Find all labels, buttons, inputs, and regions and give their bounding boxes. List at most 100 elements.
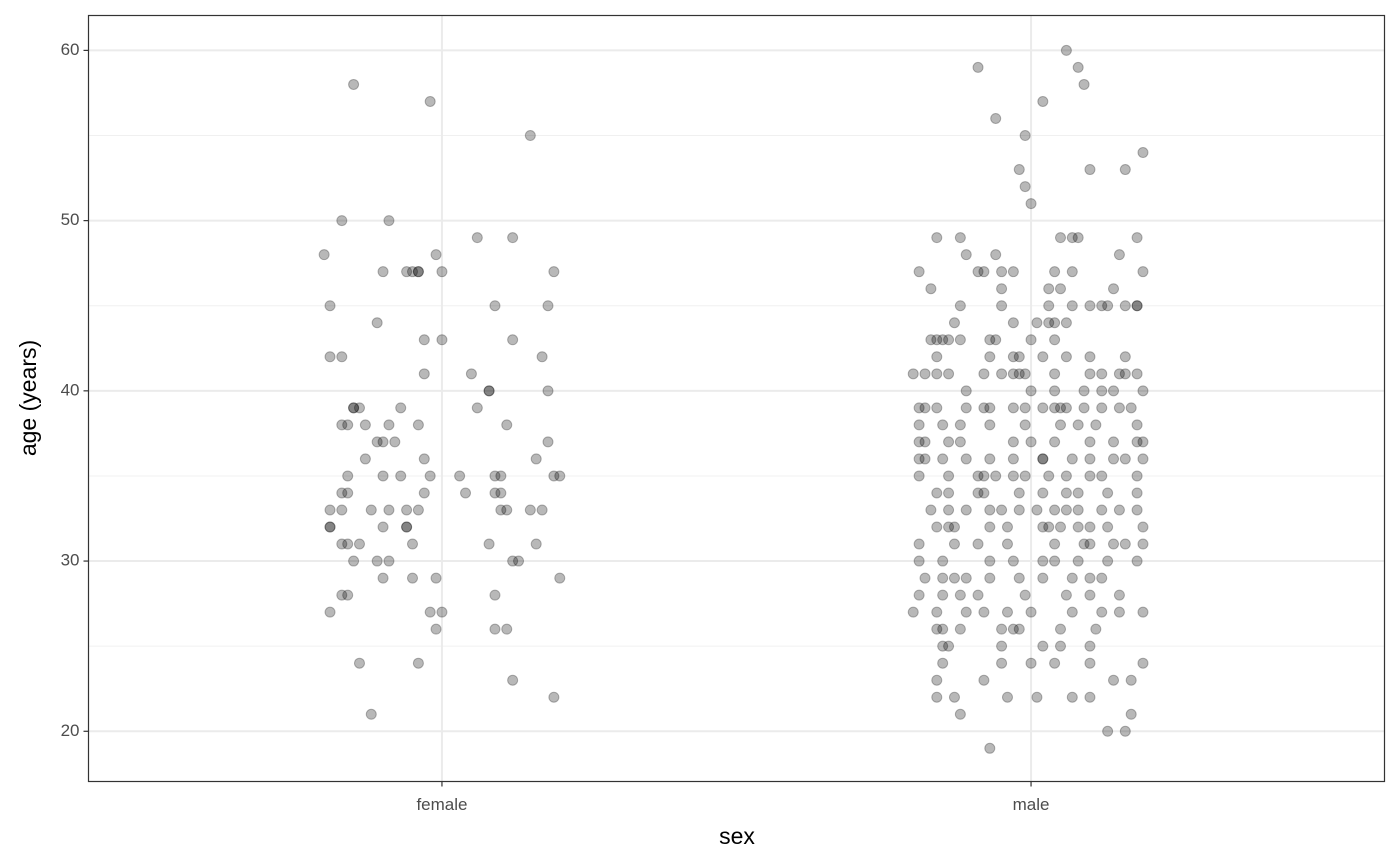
point [1001,521,1013,533]
point [1131,470,1143,482]
point [931,623,943,635]
point [1007,351,1019,363]
point [430,572,442,584]
point [1119,300,1131,312]
points [318,44,1149,754]
point [460,487,472,499]
point [996,266,1008,278]
point [972,61,984,73]
point [913,402,925,414]
grid [88,15,1385,782]
point [937,334,949,346]
point [1066,691,1078,703]
point [1031,691,1043,703]
point [978,674,990,686]
point [1084,300,1096,312]
point [948,538,960,550]
point [348,555,360,567]
point [1043,521,1055,533]
point [1001,606,1013,618]
point [471,232,483,244]
point [401,521,413,533]
point [383,555,395,567]
point [483,538,495,550]
point [1055,640,1066,652]
point [1019,181,1031,193]
point [1096,572,1108,584]
point [507,555,519,567]
point [990,112,1002,124]
point [1037,521,1049,533]
point [501,623,513,635]
point [1037,351,1049,363]
point [1037,555,1049,567]
point [389,436,401,448]
point [395,402,407,414]
point [1108,385,1120,397]
point [1137,657,1149,669]
point [1102,555,1114,567]
point [1072,504,1084,516]
point [1084,691,1096,703]
point [401,504,413,516]
point [383,504,395,516]
point [984,351,996,363]
point [1102,487,1114,499]
point [1055,419,1066,431]
point [1084,521,1096,533]
point [978,266,990,278]
point [1078,385,1090,397]
point [418,487,430,499]
point [489,300,501,312]
point [1131,300,1143,312]
point [931,487,943,499]
point [1108,283,1120,295]
point [536,351,548,363]
point [542,300,554,312]
point [1096,385,1108,397]
point [943,470,955,482]
point [931,232,943,244]
point [554,572,566,584]
point [978,487,990,499]
point [1084,589,1096,601]
point [377,470,389,482]
point [960,453,972,465]
point [1113,589,1125,601]
point [1137,266,1149,278]
point [1131,436,1143,448]
point [1049,402,1061,414]
point [1025,385,1037,397]
point [1084,351,1096,363]
point [972,470,984,482]
point [937,419,949,431]
point [530,538,542,550]
point [913,419,925,431]
point [507,334,519,346]
point [931,334,943,346]
point [524,130,536,142]
point [1025,657,1037,669]
point [919,368,931,380]
point [436,334,448,346]
point [1072,61,1084,73]
point [1119,725,1131,737]
point [430,623,442,635]
point [907,368,919,380]
point [1137,606,1149,618]
point [536,504,548,516]
point [353,402,365,414]
point [548,470,560,482]
point [1049,555,1061,567]
point [1066,232,1078,244]
point [1084,538,1096,550]
point [542,385,554,397]
point [365,504,377,516]
point [507,232,519,244]
point [919,436,931,448]
point [1084,640,1096,652]
point [318,249,330,261]
point [383,215,395,227]
point [1066,453,1078,465]
